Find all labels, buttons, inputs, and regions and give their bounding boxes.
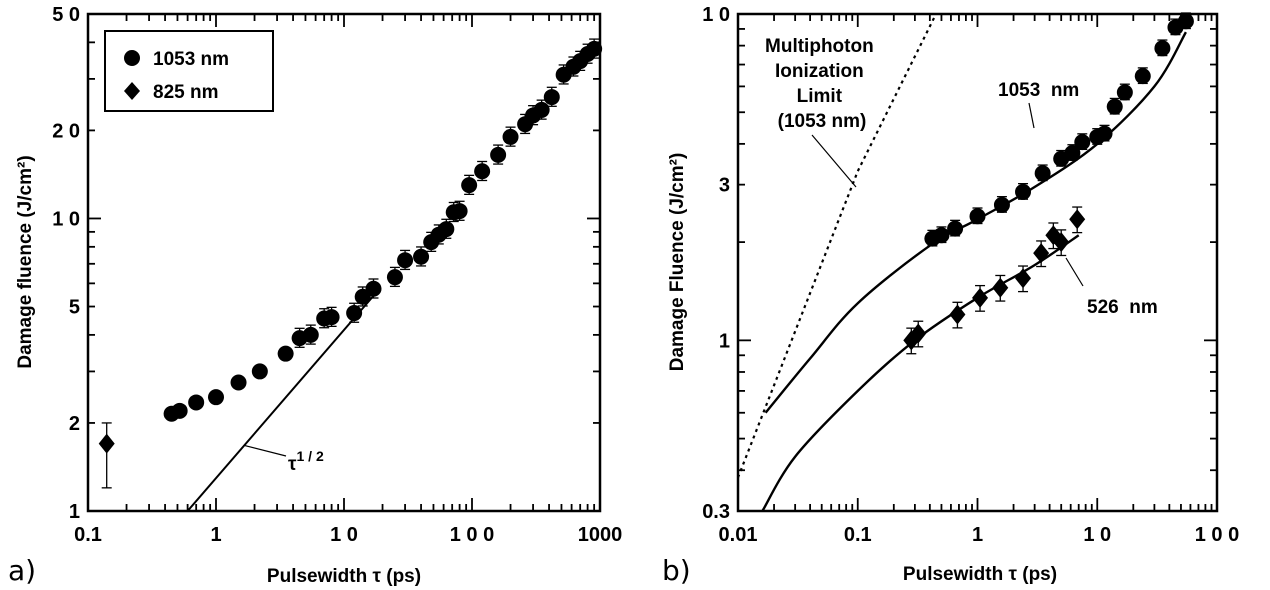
legend-label-825nm: 825 nm (153, 82, 218, 103)
panel-a-1053nm-point (302, 326, 319, 343)
panel-b-annotation-mpi-limit-line-1: Multiphoton (765, 36, 874, 57)
panel-b-y-tick-label: 3 (719, 175, 730, 197)
panel-b-xlabel: Pulsewidth τ (ps) (903, 564, 1057, 585)
panel-a-y-tick-label: 2 0 (52, 120, 80, 142)
panel-a-1053nm-point (533, 101, 550, 118)
panel-a-1053nm-point (277, 345, 294, 362)
panel-a-1053nm-point (461, 177, 478, 194)
panel-b-annotation-mpi-limit-line-2: Ionization (775, 61, 864, 82)
panel-a-x-tick-label: 1 (210, 524, 221, 546)
panel-a-825nm-point (98, 433, 115, 454)
panel-a-1053nm-point (413, 248, 430, 265)
panel-a-x-tick-label: 1 0 0 (450, 524, 494, 546)
panel-b-1053nm-point (1015, 183, 1032, 200)
panel-a-1053nm-point (323, 309, 340, 326)
panel-a-1053nm-point (171, 402, 188, 419)
panel-b-chart: 0.01 0.1 1 1 0 1 0 0 0.3 1 3 1 0 Multiphoton Ion… (662, 4, 1239, 587)
panel-a-1053nm-point (346, 305, 363, 322)
panel-a-1053nm-point (438, 221, 455, 238)
panel-b-1053nm-point (1074, 134, 1091, 151)
panel-b-annotation-526nm: 526 nm (1087, 297, 1158, 318)
panel-b-1053nm-point (1106, 98, 1123, 115)
panel-a-legend: 1053 nm 825 nm (104, 30, 274, 112)
panel-a-1053nm-point (397, 252, 414, 269)
panel-b-ylabel: Damage Fluence (J/cm²) (667, 153, 688, 372)
panel-b-1053nm-point (1064, 145, 1081, 162)
panel-b-526nm-point (1053, 232, 1070, 253)
panel-b-526nm-point (910, 323, 927, 344)
panel-a-fit-annotation-tau: τ (288, 454, 297, 475)
panel-b-1053nm-point (1034, 165, 1051, 182)
panel-b-curve-mpi-limit (736, 13, 937, 478)
panel-a-x-tick-label: 0.1 (74, 524, 102, 546)
panel-b-1053nm-point (1116, 84, 1133, 101)
panel-b-1053nm-point (1154, 40, 1171, 57)
panel-b-1053nm-point (1134, 68, 1151, 85)
panel-a-xlabel: Pulsewidth τ (ps) (267, 566, 421, 587)
panel-a-1053nm-point (188, 394, 205, 411)
panel-a-1053nm-point (586, 40, 603, 57)
panel-b-x-tick-label: 0.01 (719, 524, 758, 546)
panel-a-1053nm-point (365, 280, 382, 297)
panel-b-1053nm-pointer (1028, 102, 1035, 129)
panel-b-mpi-pointer (811, 134, 857, 188)
panel-b-x-tick-label: 1 (972, 524, 983, 546)
panel-a-1053nm-point (386, 269, 403, 286)
panel-b-526nm-point (992, 277, 1009, 298)
panel-b-526nm-pointer (1065, 257, 1084, 287)
panel-b-1053nm-point (947, 220, 964, 237)
panel-a-y-tick-label: 5 0 (52, 4, 80, 26)
panel-b-526nm-point (972, 287, 989, 308)
panel-b-annotation-mpi-limit-line-3: Limit (797, 86, 843, 107)
panel-b-526nm-point (1015, 268, 1032, 289)
panel-b-annotation-mpi-limit: Multiphoton Ionization Limit (1053 nm) (765, 36, 879, 132)
panel-b-526nm-point (949, 304, 966, 325)
panel-a-fit-annotation: τ1 / 2 (288, 448, 324, 475)
panel-a-x-tick-label: 1000 (578, 524, 623, 546)
panel-a-1053nm-point (251, 363, 268, 380)
panel-a-y-tick-label: 5 (69, 297, 80, 319)
panel-b-526nm-point (1033, 243, 1050, 264)
panel-b-1053nm-point (1096, 125, 1113, 142)
panel-b-526nm-point (1069, 209, 1086, 230)
panel-b-annotation-mpi-limit-line-4: (1053 nm) (778, 111, 867, 132)
panel-a-1053nm-point (543, 89, 560, 106)
panel-a-fit-annotation-exponent: 1 / 2 (296, 448, 323, 464)
panel-a-x-tick-label: 1 0 (330, 524, 358, 546)
panel-a-1053nm-point (490, 146, 507, 163)
legend-marker-825nm (124, 82, 140, 100)
panel-b-x-tick-label: 0.1 (844, 524, 872, 546)
panel-b-y-tick-label: 1 (719, 330, 730, 352)
panel-b-1053nm-point (933, 227, 950, 244)
panel-b-annotation-1053nm: 1053 nm (998, 80, 1079, 101)
panel-a-1053nm-point (474, 163, 491, 180)
panel-a-fit-pointer (244, 445, 287, 457)
panel-a-1053nm-point (230, 374, 247, 391)
panel-a-label: a) (8, 554, 36, 587)
panel-a-y-tick-label: 1 0 (52, 208, 80, 230)
panel-b-1053nm-point (993, 196, 1010, 213)
panel-b-label: b) (662, 554, 691, 587)
panel-b-x-tick-label: 1 0 (1083, 524, 1111, 546)
panel-b-x-tick-label: 1 0 0 (1195, 524, 1239, 546)
panel-b-1053nm-point (969, 208, 986, 225)
panel-a-y-tick-label: 1 (69, 501, 80, 523)
panel-b-1053nm-point (1177, 13, 1194, 30)
panel-a-y-tick-label: 2 (69, 413, 80, 435)
panel-a-1053nm-point (208, 389, 224, 406)
panel-b-y-tick-label: 0.3 (702, 501, 730, 523)
legend-label-1053nm: 1053 nm (153, 49, 229, 70)
panel-a-1053nm-point (502, 128, 519, 145)
legend-marker-1053nm (124, 50, 140, 66)
panel-b-y-tick-label: 1 0 (702, 4, 730, 26)
panel-a-ylabel: Damage fluence (J/cm²) (15, 155, 36, 368)
panel-a-1053nm-point (451, 203, 468, 220)
panel-a-fit-line (186, 291, 378, 512)
panel-b-curve-526nm (761, 234, 1080, 512)
